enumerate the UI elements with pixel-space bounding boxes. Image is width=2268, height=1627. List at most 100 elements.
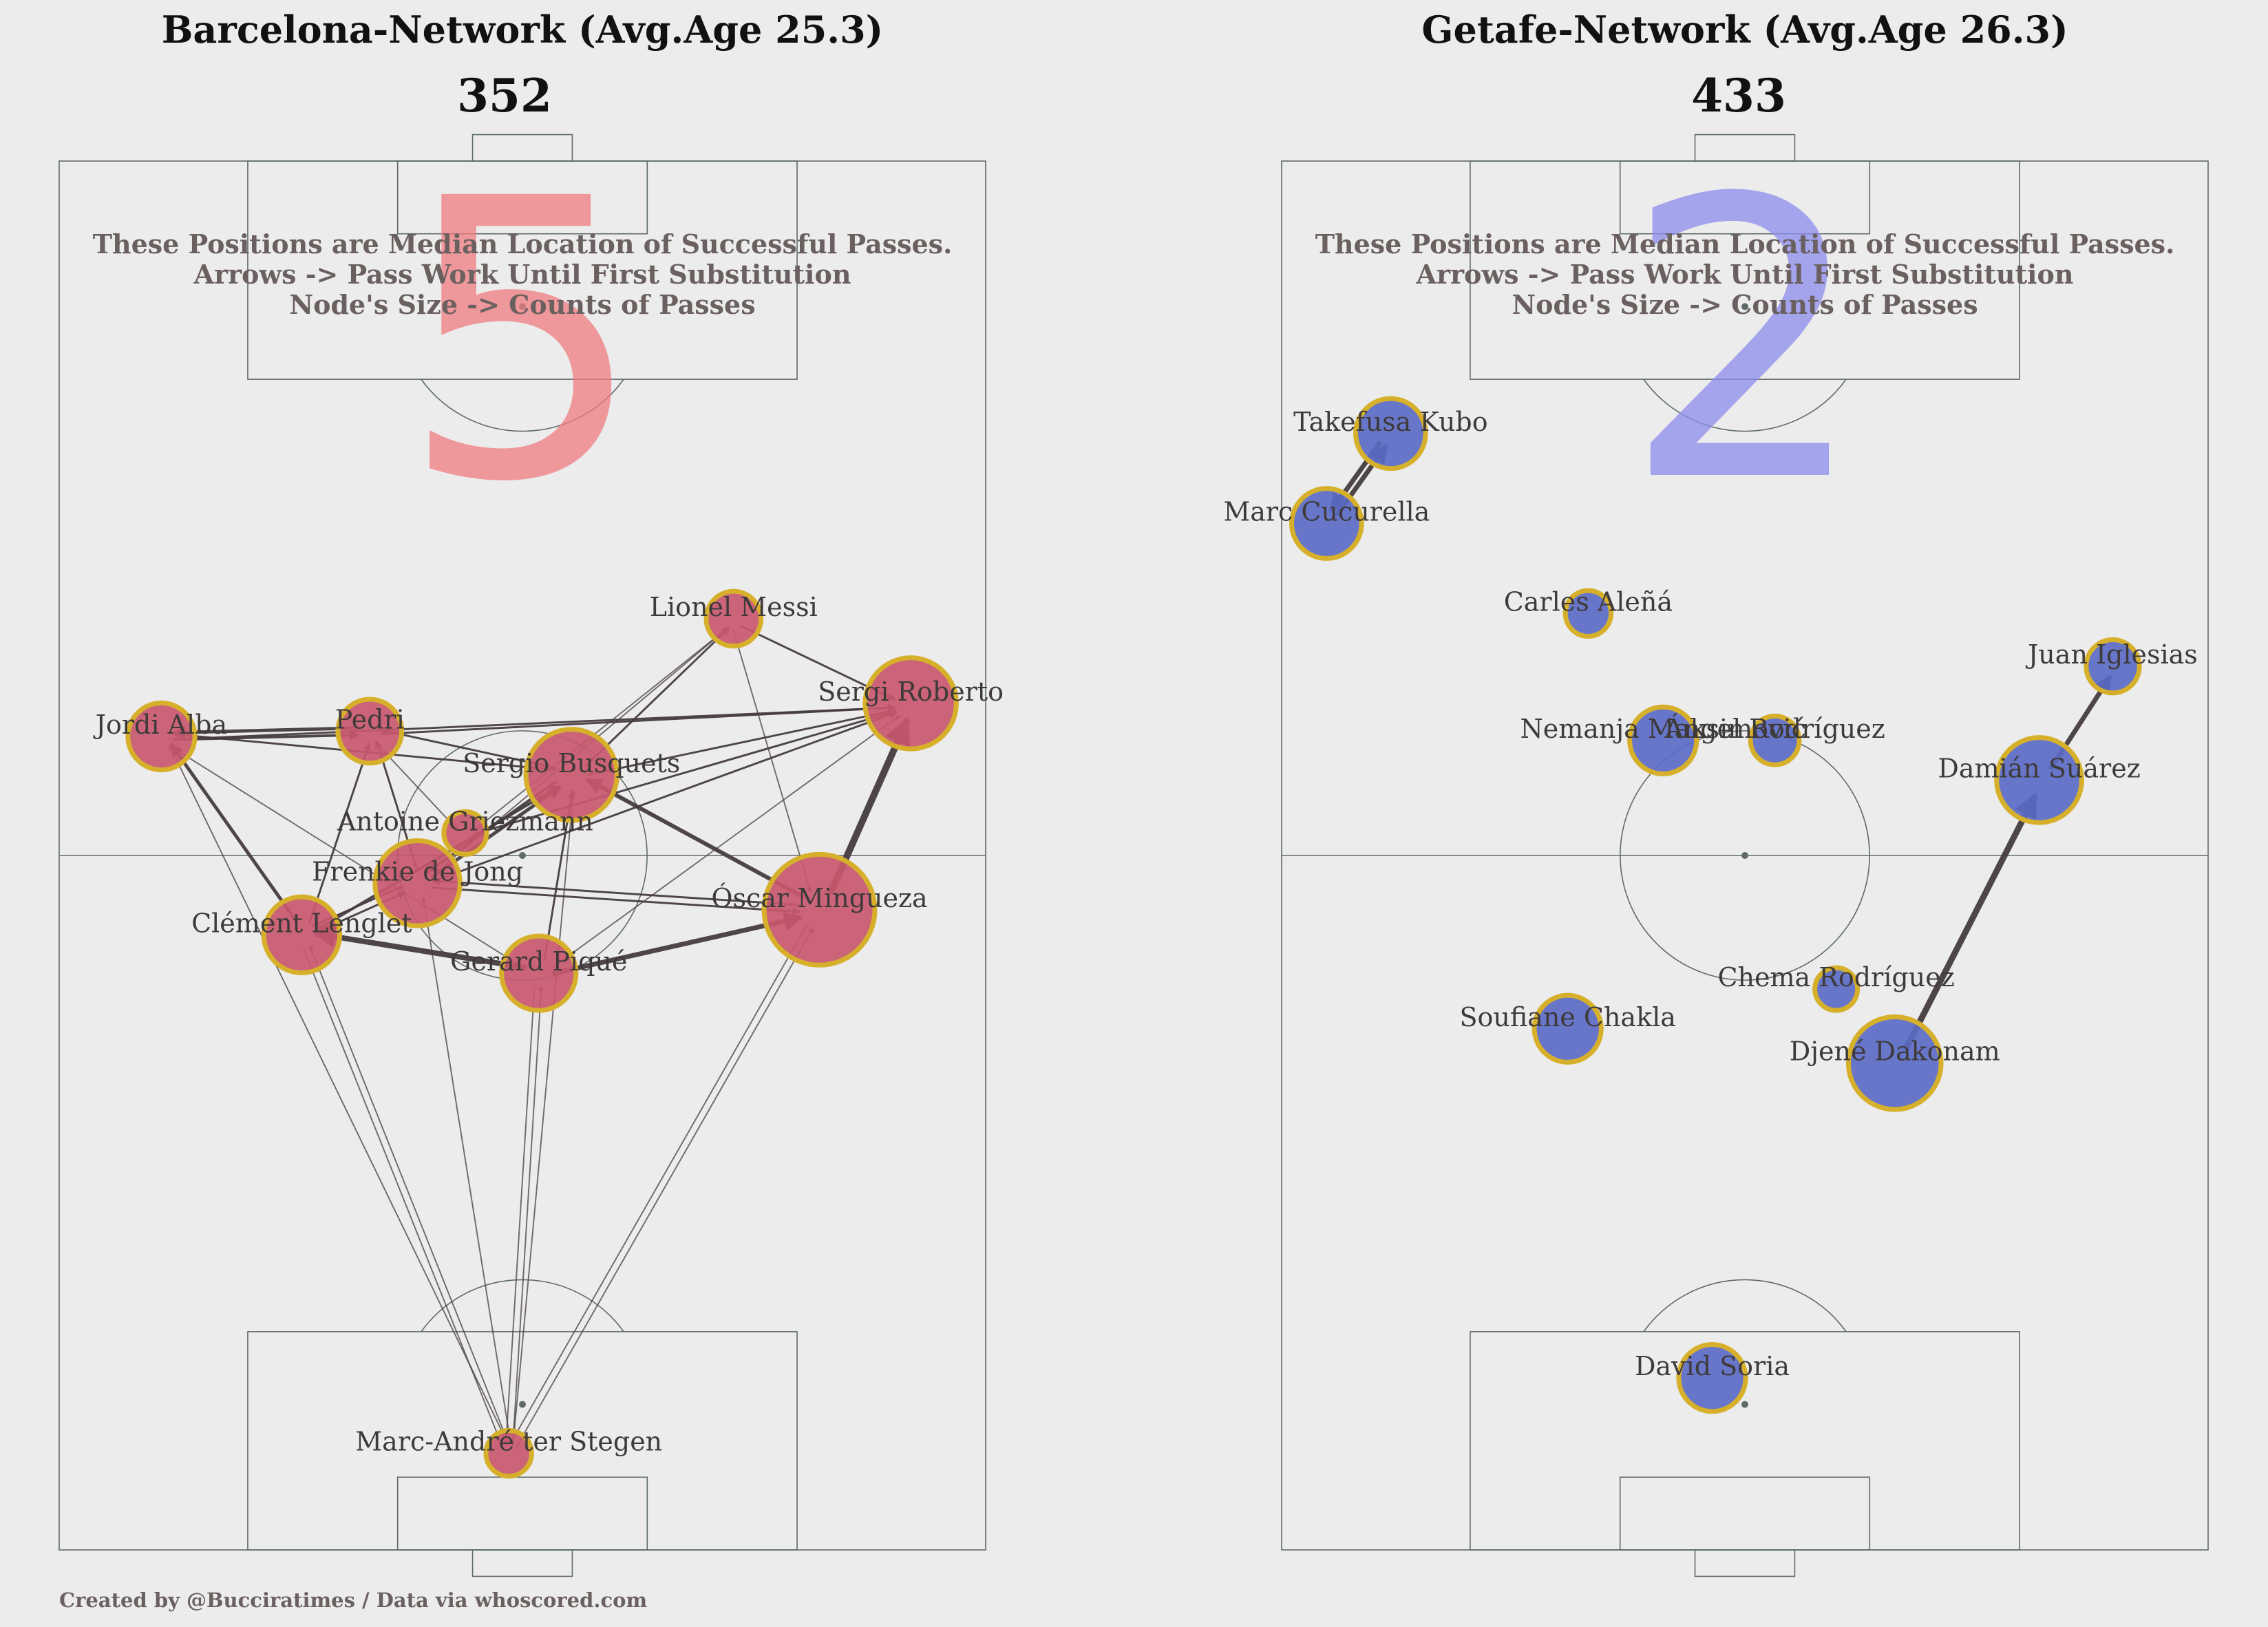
- getafe-formation: 433: [1691, 69, 1786, 123]
- barcelona-node-gerard-pique: [499, 933, 579, 1013]
- barcelona-pass-arrow-clement-lenglet-to-jordi-alba: [169, 743, 299, 924]
- bottom-six-yard-box: [1619, 1476, 1871, 1551]
- barcelona-node-clement-lenglet: [261, 894, 343, 976]
- barcelona-label-lionel-messi: Lionel Messi: [650, 592, 818, 622]
- top-goal: [471, 134, 573, 162]
- barcelona-label-pedri: Pedri: [335, 704, 405, 734]
- barcelona-pass-arrow-lionel-messi-to-oscar-mingueza: [732, 628, 812, 893]
- barcelona-pass-arrow-frenkie-de-jong-to-sergi-roberto: [432, 710, 898, 883]
- getafe-label-chema-rodriguez: Chema Rodríguez: [1717, 962, 1954, 992]
- credit-text: Created by @Bucciratimes / Data via whos…: [59, 1588, 647, 1612]
- barcelona-note-1: These Positions are Median Location of S…: [93, 228, 953, 259]
- bottom-penalty-spot: [519, 1401, 526, 1408]
- barcelona-pass-arrow-oscar-mingueza-to-marc-andre-ter-stegen: [509, 924, 808, 1445]
- barcelona-pass-arrow-marc-andre-ter-stegen-to-sergio-busquets: [512, 790, 576, 1446]
- getafe-node-chema-rodriguez: [1812, 965, 1861, 1013]
- barcelona-player-nodes: [125, 588, 959, 1479]
- barcelona-pass-arrow-marc-andre-ter-stegen-to-clement-lenglet: [309, 945, 510, 1445]
- barcelona-pass-arrow-clement-lenglet-to-pedri: [308, 742, 372, 924]
- barcelona-pass-arrow-antoine-griezmann-to-lionel-messi: [472, 626, 729, 832]
- getafe-pitch: [1281, 134, 2209, 1577]
- bottom-penalty-spot: [1741, 1401, 1748, 1408]
- getafe-note-1: These Positions are Median Location of S…: [1315, 228, 2175, 259]
- barcelona-note-2: Arrows -> Pass Work Until First Substitu…: [193, 259, 851, 290]
- getafe-label-juan-iglesias: Juan Iglesias: [2025, 639, 2198, 670]
- barcelona-title: Barcelona-Network (Avg.Age 25.3): [162, 8, 883, 52]
- getafe-label-david-soria: David Soria: [1635, 1351, 1790, 1381]
- getafe-label-damian-suarez: Damián Suárez: [1938, 753, 2140, 783]
- getafe-notes: These Positions are Median Location of S…: [1315, 228, 2175, 320]
- getafe-node-nemanja-maksimovic: [1627, 704, 1699, 776]
- getafe-player-nodes: [1289, 396, 2142, 1414]
- getafe-node-juan-iglesias: [2084, 637, 2142, 696]
- barcelona-node-jordi-alba: [125, 700, 198, 773]
- barcelona-pass-arrow-pedri-to-sergi-roberto: [381, 703, 896, 735]
- getafe-title: Getafe-Network (Avg.Age 26.3): [1421, 8, 2068, 52]
- barcelona-label-marc-andre-ter-stegen: Marc-André ter Stegen: [355, 1427, 662, 1457]
- top-penalty-spot: [1741, 303, 1748, 310]
- getafe-node-carles-alena: [1562, 588, 1614, 639]
- barcelona-panel: Barcelona-Network (Avg.Age 25.3) 352 5 T…: [59, 8, 1004, 1577]
- barcelona-pass-arrow-sergio-busquets-to-lionel-messi: [584, 627, 730, 767]
- barcelona-pass-arrow-marc-andre-ter-stegen-to-frenkie-de-jong: [421, 897, 512, 1445]
- barcelona-label-clement-lenglet: Clément Lenglet: [191, 908, 412, 938]
- getafe-note-2: Arrows -> Pass Work Until First Substitu…: [1416, 259, 2074, 290]
- getafe-panel: Getafe-Network (Avg.Age 26.3) 433 2 Thes…: [1223, 8, 2209, 1577]
- centre-spot: [1741, 852, 1748, 859]
- barcelona-node-sergi-roberto: [862, 655, 959, 752]
- barcelona-label-sergi-roberto: Sergi Roberto: [818, 677, 1004, 707]
- getafe-label-takefusa-kubo: Takefusa Kubo: [1293, 407, 1488, 437]
- bottom-goal: [471, 1549, 573, 1577]
- getafe-note-3: Node's Size -> Counts of Passes: [1512, 289, 1978, 320]
- bottom-penalty-arc: [1643, 1279, 1847, 1332]
- barcelona-pass-arrow-gerard-pique-to-sergi-roberto: [551, 714, 900, 969]
- barcelona-node-antoine-griezmann: [441, 809, 489, 857]
- barcelona-node-frenkie-de-jong: [372, 838, 463, 928]
- top-goal: [1694, 134, 1796, 162]
- barcelona-label-gerard-pique: Gerard Piqué: [450, 946, 627, 977]
- top-penalty-arc: [1643, 379, 1847, 432]
- top-penalty-spot: [519, 303, 526, 310]
- getafe-node-damian-suarez: [1994, 735, 2084, 825]
- getafe-label-soufiane-chakla: Soufiane Chakla: [1459, 1002, 1675, 1032]
- getafe-label-angel-rodriguez: Ángel Rodríguez: [1664, 714, 1885, 744]
- barcelona-pass-arrow-gerard-pique-to-oscar-mingueza: [551, 911, 803, 977]
- barcelona-pass-arrow-marc-andre-ter-stegen-to-oscar-mingueza: [515, 928, 814, 1449]
- barcelona-formation: 352: [457, 69, 552, 123]
- barcelona-label-oscar-mingueza: Óscar Mingueza: [711, 883, 927, 913]
- barcelona-node-oscar-mingueza: [761, 851, 878, 968]
- barcelona-score: 5: [400, 118, 645, 566]
- barcelona-node-marc-andre-ter-stegen: [483, 1428, 534, 1479]
- barcelona-label-antoine-griezmann: Antoine Griezmann: [337, 806, 593, 836]
- getafe-label-djene-dakonam: Djené Dakonam: [1790, 1036, 2000, 1067]
- getafe-label-carles-alena: Carles Aleñá: [1504, 586, 1673, 617]
- barcelona-pass-arrow-marc-andre-ter-stegen-to-gerard-pique: [511, 986, 544, 1446]
- getafe-node-angel-rodriguez: [1748, 713, 1802, 767]
- bottom-six-yard-box: [396, 1476, 648, 1551]
- getafe-node-david-soria: [1676, 1342, 1748, 1414]
- getafe-pass-arrow-djene-dakonam-to-damian-suarez: [1902, 792, 2039, 1052]
- barcelona-pass-arrow-clement-lenglet-to-marc-andre-ter-stegen: [302, 948, 504, 1448]
- barcelona-pass-arrow-oscar-mingueza-to-sergio-busquets: [585, 777, 805, 900]
- getafe-player-labels: Takefusa Kubo Marc Cucurella Carles Aleñá J…: [1223, 407, 2197, 1381]
- top-penalty-arc: [421, 379, 624, 432]
- barcelona-pass-arrow-gerard-pique-to-marc-andre-ter-stegen: [503, 986, 536, 1446]
- barcelona-player-labels: Lionel Messi Sergi Roberto Jordi Alba Pedri…: [93, 592, 1004, 1457]
- barcelona-label-frenkie-de-jong: Frenkie de Jong: [312, 856, 523, 886]
- barcelona-label-sergio-busquets: Sergio Busquets: [463, 748, 680, 778]
- barcelona-node-sergio-busquets: [523, 727, 619, 823]
- barcelona-node-pedri: [335, 696, 405, 766]
- getafe-node-djene-dakonam: [1845, 1014, 1944, 1112]
- getafe-node-takefusa-kubo: [1353, 396, 1428, 471]
- barcelona-note-3: Node's Size -> Counts of Passes: [289, 289, 755, 320]
- bottom-goal: [1694, 1549, 1796, 1577]
- barcelona-pass-arrow-frenkie-de-jong-to-oscar-mingueza: [432, 886, 801, 916]
- barcelona-pass-arrow-pedri-to-jordi-alba: [171, 725, 359, 739]
- barcelona-pass-arrow-marc-andre-ter-stegen-to-jordi-alba: [169, 745, 509, 1445]
- barcelona-label-jordi-alba: Jordi Alba: [93, 710, 227, 740]
- barcelona-node-lionel-messi: [703, 588, 764, 649]
- centre-spot: [519, 852, 526, 859]
- getafe-node-marc-cucurella: [1289, 486, 1364, 561]
- barcelona-pass-arrow-sergio-busquets-to-sergi-roberto: [587, 708, 897, 776]
